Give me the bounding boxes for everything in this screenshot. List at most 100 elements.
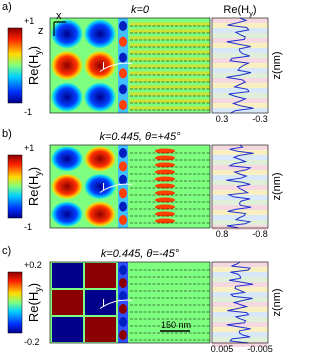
profile-band xyxy=(212,150,268,155)
stripe-spot xyxy=(155,162,175,168)
field-cell xyxy=(85,317,116,342)
region-label: I xyxy=(102,61,105,73)
field-frame xyxy=(49,144,211,229)
stripe xyxy=(130,43,210,47)
profile-band xyxy=(212,165,268,170)
interface-spot xyxy=(119,68,127,79)
panel-label: a) xyxy=(2,1,12,13)
arrow xyxy=(99,183,133,193)
stripe xyxy=(130,50,210,54)
field-cell xyxy=(51,82,83,112)
profile-band xyxy=(212,287,268,292)
interface xyxy=(118,145,128,228)
interface-spot xyxy=(119,317,127,327)
stripe xyxy=(130,22,210,26)
field-cell xyxy=(84,19,116,49)
stripe-spot xyxy=(155,183,175,189)
colorbar-title-sub: y xyxy=(33,50,43,55)
profile-title: Re(Hy) xyxy=(223,4,256,18)
interface-spot xyxy=(119,188,127,199)
colorbar xyxy=(7,154,23,219)
profile-axis-label: z(nm) xyxy=(271,172,283,200)
interface-spot xyxy=(119,265,127,275)
profile-band xyxy=(212,175,268,180)
profile-tick: -0.8 xyxy=(252,229,268,239)
profile-tick: -0.005 xyxy=(247,344,273,353)
colorbar-min: -1 xyxy=(24,107,32,117)
interface-spot xyxy=(119,148,127,158)
axis-x: x xyxy=(56,10,62,22)
stripe xyxy=(130,106,210,110)
stripe-spot xyxy=(155,176,175,182)
profile-band xyxy=(212,28,268,33)
profile-axis-label: z(nm) xyxy=(271,51,283,79)
profile-band xyxy=(212,262,268,267)
profile-band xyxy=(212,327,268,332)
profile-band xyxy=(212,83,268,88)
profile-band xyxy=(212,155,268,160)
stripe xyxy=(130,99,210,103)
interface xyxy=(118,18,128,113)
profile-band xyxy=(212,312,268,317)
panel-label: b) xyxy=(2,128,12,140)
region-label: I xyxy=(102,182,105,194)
stripe-spot xyxy=(155,190,175,196)
stripe xyxy=(130,36,210,40)
colorbar-min: -1 xyxy=(24,222,32,232)
profile-title-end: ) xyxy=(253,4,257,16)
scale-bar-label: 150 nm xyxy=(161,320,191,330)
field-cell xyxy=(51,173,83,200)
interface-spot xyxy=(119,161,127,172)
stripe xyxy=(130,78,210,82)
stripe xyxy=(130,71,210,75)
colorbar-title: Re(Hy) xyxy=(26,46,43,85)
profile-band xyxy=(212,33,268,38)
colorbar-title-end: ) xyxy=(26,167,41,171)
arrow xyxy=(99,62,133,72)
field-cell xyxy=(84,50,116,81)
field-cell xyxy=(51,201,83,228)
profile-curve xyxy=(226,144,254,229)
interface-spot xyxy=(119,84,127,95)
interface-spot xyxy=(119,174,127,185)
stripe-spot xyxy=(155,148,175,154)
stripe xyxy=(130,29,210,33)
colorbar-max: +1 xyxy=(24,16,34,26)
panel-title: k=0 xyxy=(131,4,150,16)
stripe-spot xyxy=(155,169,175,175)
profile-band xyxy=(212,297,268,302)
stripe xyxy=(130,57,210,61)
field-cell xyxy=(84,201,116,228)
colorbar-title: Re(Hy) xyxy=(26,167,43,206)
profile-band xyxy=(212,322,268,327)
stripe xyxy=(130,85,210,89)
profile-band xyxy=(212,190,268,195)
interface-spot xyxy=(119,21,127,31)
profile-band xyxy=(212,317,268,322)
profile-band xyxy=(212,98,268,103)
profile-curve xyxy=(226,261,254,344)
colorbar-title-main: Re(H xyxy=(26,55,41,85)
profile-band xyxy=(212,53,268,58)
field-frame xyxy=(49,261,211,344)
profile-tick: 0.3 xyxy=(216,114,229,124)
profile-band xyxy=(212,23,268,28)
colorbar xyxy=(7,27,23,104)
profile-band xyxy=(212,277,268,282)
profile-band xyxy=(212,332,268,337)
colorbar-title-end: ) xyxy=(26,283,41,287)
profile-band xyxy=(212,220,268,225)
profile-tick: 0.8 xyxy=(216,229,229,239)
colorbar-title-sub: y xyxy=(33,287,43,292)
field-cell xyxy=(51,19,83,49)
field-cell xyxy=(51,146,83,172)
profile-band xyxy=(212,205,268,210)
field-cell xyxy=(52,317,83,342)
colorbar-title: Re(Hy) xyxy=(26,283,43,322)
profile-frame xyxy=(211,261,269,344)
panel-title: k=0.445, θ=-45° xyxy=(101,248,180,260)
field-frame xyxy=(49,17,211,114)
interface-spot xyxy=(119,201,127,212)
stripe xyxy=(130,64,210,68)
region-label: I xyxy=(102,298,105,310)
